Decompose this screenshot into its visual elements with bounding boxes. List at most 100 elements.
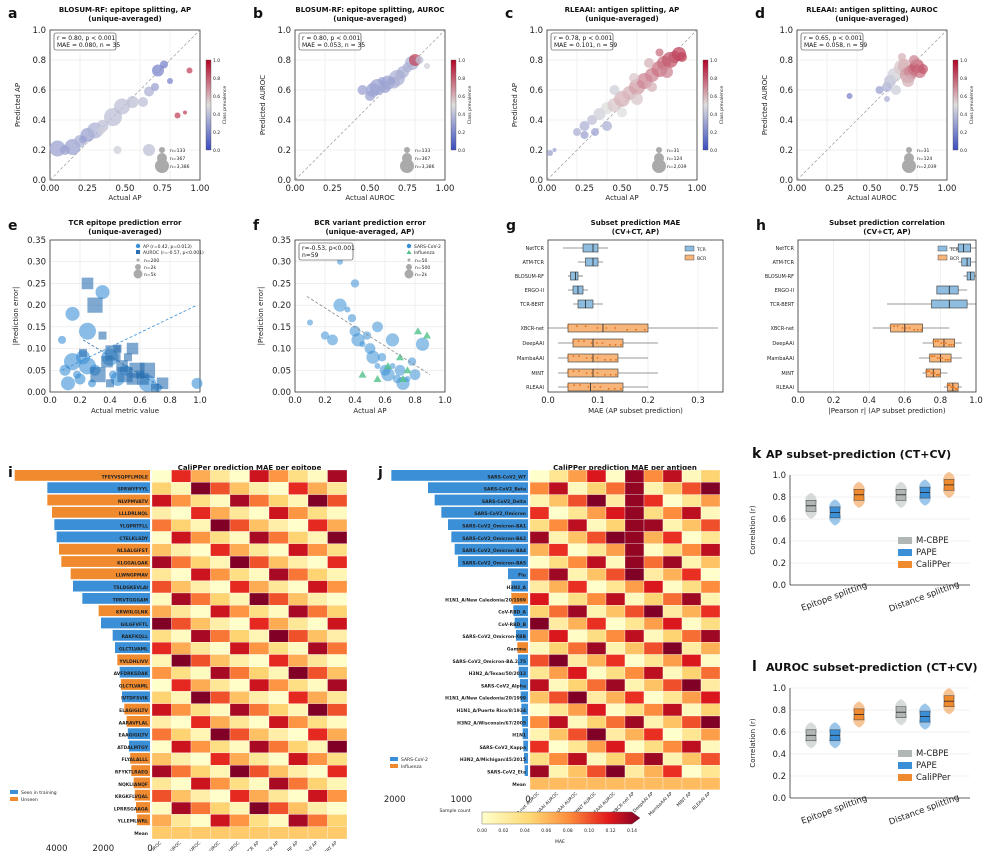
row-label: SPRWYFYYL <box>117 487 148 493</box>
heat-cell <box>229 691 250 704</box>
heat-cell <box>268 617 289 631</box>
heat-cell <box>268 519 289 532</box>
heat-cell <box>288 519 309 532</box>
legend-marker <box>684 254 695 261</box>
heat-cell <box>249 617 270 631</box>
heat-cell <box>586 494 607 508</box>
y-tick-label: 0.30 <box>27 258 46 268</box>
legend-label: CaliPPer <box>916 560 951 570</box>
colorbar-tick: 0.08 <box>563 828 573 834</box>
heat-cell <box>681 728 702 741</box>
box-point <box>928 370 931 373</box>
data-point <box>647 82 657 92</box>
box-point <box>573 384 575 387</box>
colorbar-tick: 0.2 <box>710 130 717 136</box>
sars-point <box>320 331 330 340</box>
panel-subtitle: (unique-averaged) <box>585 15 658 23</box>
y-tick-label: 0.15 <box>272 323 291 333</box>
heat-cell <box>151 654 172 667</box>
heat-cell <box>307 469 328 483</box>
ap-point <box>61 376 75 391</box>
legend-label: TCR <box>949 247 959 253</box>
row-label: TFEYVSQPFLMDLE <box>102 474 148 480</box>
y-tick-label: 0.35 <box>27 236 46 246</box>
data-point <box>580 131 589 139</box>
x-tick-label: 0.00 <box>286 184 305 194</box>
heat-cell <box>567 592 588 606</box>
heat-cell <box>586 765 607 778</box>
colorbar-tick: 0.4 <box>213 112 220 118</box>
heat-cell <box>586 469 607 483</box>
heat-cell <box>662 482 683 495</box>
heat-cell <box>327 740 348 754</box>
col-label: RLEAAI AP <box>691 791 712 812</box>
y-axis-label: |Prediction error| <box>12 287 20 346</box>
heat-cell <box>624 703 645 717</box>
heat-cell <box>210 814 231 827</box>
heat-cell <box>662 765 683 778</box>
heat-cell <box>229 592 250 606</box>
heat-cell <box>268 740 289 754</box>
size-legend-label: n=2k <box>415 272 427 278</box>
heat-cell <box>586 605 607 618</box>
heat-cell <box>624 482 645 495</box>
x-tick-label: 0.25 <box>323 184 342 194</box>
row-label: LPRRSGAAGA <box>114 806 149 812</box>
heat-cell <box>190 543 211 557</box>
legend-label: Seen in training <box>21 790 57 796</box>
x-tick-label: Epitope splitting <box>800 581 869 614</box>
heat-cell <box>529 469 550 483</box>
box-point <box>605 327 608 329</box>
heat-cell <box>268 691 289 704</box>
count-bar <box>47 494 151 506</box>
heat-cell <box>327 703 348 717</box>
row-label: GLCTLVAML <box>119 647 148 653</box>
heat-cell <box>268 580 289 594</box>
heat-cell <box>567 629 588 643</box>
heat-cell <box>268 826 289 840</box>
heat-cell <box>327 506 348 520</box>
heat-cell <box>249 494 270 508</box>
y-tick-label: 0.0 <box>529 176 543 186</box>
y-tick-label: 1.0 <box>772 684 786 694</box>
heat-cell <box>643 740 664 754</box>
legend-label: Influenza <box>414 250 435 256</box>
data-point <box>126 96 139 108</box>
heat-cell <box>249 715 270 729</box>
box-point <box>926 370 929 373</box>
x-tick-label: 1000 <box>451 795 473 805</box>
x-tick-label: 0.75 <box>398 184 417 194</box>
heat-cell <box>288 728 309 741</box>
x-tick-label: 0.6 <box>898 396 912 406</box>
heat-cell <box>288 605 309 618</box>
x-tick-label: 0.00 <box>41 184 60 194</box>
size-legend-label: n=5k <box>144 272 156 278</box>
row-label: EAAGIGILTV <box>119 733 149 739</box>
heat-cell <box>662 629 683 643</box>
heat-cell <box>210 568 231 581</box>
heat-cell <box>548 482 569 495</box>
heat-cell <box>229 826 250 840</box>
legend-marker <box>898 549 912 556</box>
heat-cell <box>624 555 645 569</box>
sars-point <box>362 331 372 340</box>
heat-cell <box>586 678 607 692</box>
row-label: LLLDRLNQL <box>119 511 148 517</box>
heat-cell <box>307 555 328 569</box>
heat-cell <box>249 555 270 569</box>
heat-cell <box>288 814 309 827</box>
heat-cell <box>249 629 270 643</box>
row-label: SARS-CoV2_Alpha <box>481 683 526 689</box>
heat-cell <box>171 531 192 544</box>
heat-cell <box>151 814 172 827</box>
axes-frame <box>796 29 948 181</box>
heat-cell <box>327 678 348 692</box>
axes-frame <box>547 239 724 393</box>
axes-frame <box>546 29 698 181</box>
row-label: NLVPMVATV <box>118 499 149 505</box>
heat-cell <box>307 543 328 557</box>
row-label: H1N1_A/New Caledonia/20/1999 <box>445 597 526 603</box>
heat-cell <box>605 494 626 508</box>
heat-cell <box>268 789 289 803</box>
auroc-point <box>156 377 169 390</box>
